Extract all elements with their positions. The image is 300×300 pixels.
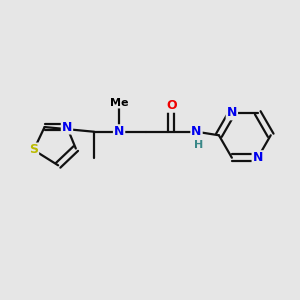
Text: H: H bbox=[194, 140, 203, 150]
Text: Me: Me bbox=[110, 98, 128, 108]
Text: N: N bbox=[253, 151, 263, 164]
Text: S: S bbox=[29, 143, 38, 157]
Text: N: N bbox=[62, 121, 72, 134]
Text: N: N bbox=[227, 106, 237, 119]
Text: N: N bbox=[114, 125, 124, 138]
Text: O: O bbox=[166, 99, 176, 112]
Text: N: N bbox=[191, 125, 202, 138]
